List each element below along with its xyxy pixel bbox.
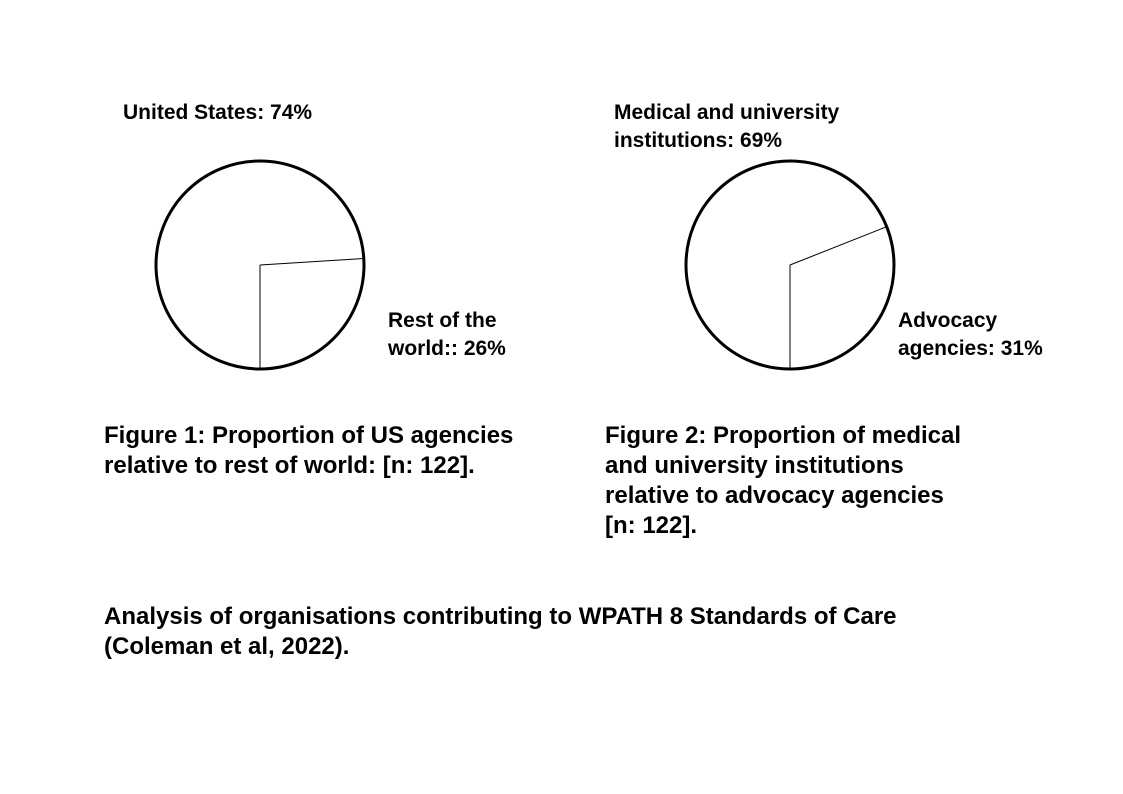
figure2-caption: Figure 2: Proportion of medical and univ… — [605, 422, 962, 539]
pie1-label-united-states: United States: 74% — [123, 101, 313, 124]
pie1-label-rest-of-world: Rest of the world:: 26% — [388, 309, 506, 360]
pie2-label-advocacy: Advocacy agencies: 31% — [898, 309, 1043, 360]
pie-slice-boundary-2 — [789, 226, 887, 266]
pie-chart-us-vs-world — [154, 159, 366, 371]
figure1-caption: Figure 1: Proportion of US agencies rela… — [104, 422, 514, 479]
pie-chart-medical-vs-advocacy — [684, 159, 896, 371]
footer-note: Analysis of organisations contributing t… — [104, 603, 897, 660]
pie2-label-medical-university: Medical and university institutions: 69% — [614, 101, 840, 152]
pie-slice-boundary-2 — [259, 257, 364, 266]
